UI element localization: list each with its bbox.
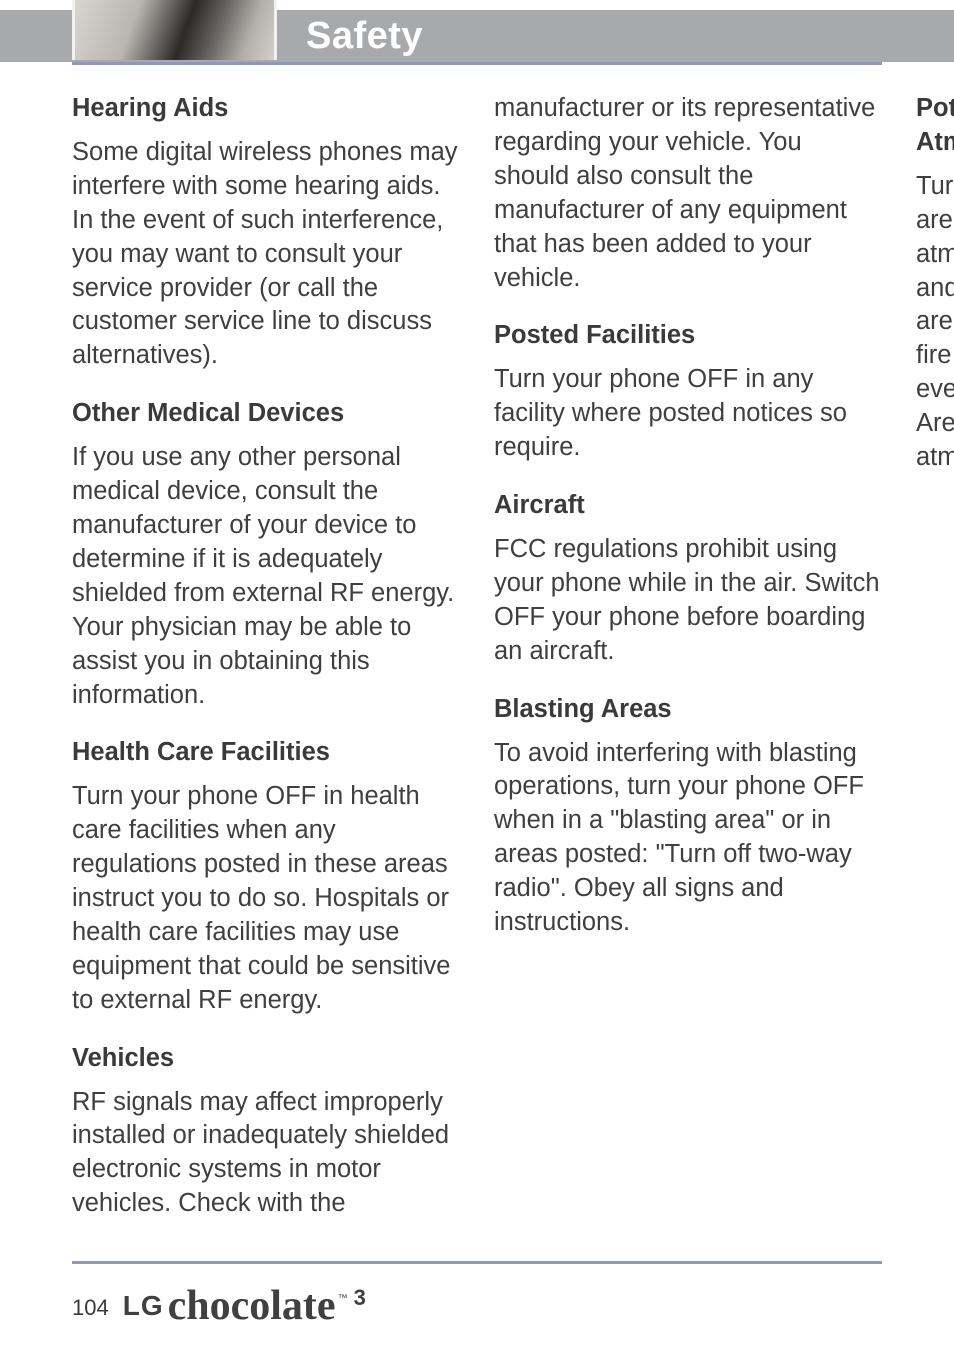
section-posted-facilities: Posted Facilities Turn your phone OFF in… xyxy=(494,319,882,465)
section-heading: Posted Facilities xyxy=(494,319,882,353)
header-title: Safety xyxy=(296,10,423,62)
header-photo xyxy=(72,0,277,60)
section-paragraph: Some digital wireless phones may interfe… xyxy=(72,136,460,373)
section-paragraph: If you use any other personal medical de… xyxy=(72,441,460,712)
section-heading: Vehicles xyxy=(72,1042,460,1076)
section-paragraph: Turn your phone OFF when in any area wit… xyxy=(916,170,954,407)
section-potentially-explosive-atmosphere: Potentially Explosive Atmosphere Turn yo… xyxy=(916,92,954,475)
section-paragraph: Turn your phone OFF in health care facil… xyxy=(72,780,460,1017)
section-other-medical-devices: Other Medical Devices If you use any oth… xyxy=(72,397,460,712)
section-heading: Hearing Aids xyxy=(72,92,460,126)
section-paragraph: FCC regulations prohibit using your phon… xyxy=(494,533,882,669)
section-paragraph: Areas with a potentially explosive atmos… xyxy=(916,407,954,475)
header-underline xyxy=(72,62,882,65)
section-aircraft: Aircraft FCC regulations prohibit using … xyxy=(494,489,882,669)
section-hearing-aids: Hearing Aids Some digital wireless phone… xyxy=(72,92,460,373)
section-health-care-facilities: Health Care Facilities Turn your phone O… xyxy=(72,736,460,1017)
section-paragraph: Turn your phone OFF in any facility wher… xyxy=(494,363,882,465)
section-heading: Other Medical Devices xyxy=(72,397,460,431)
section-paragraph: To avoid interfering with blasting opera… xyxy=(494,737,882,940)
page-footer: 104 LG chocolate ™ 3 xyxy=(72,1261,882,1326)
brand-chocolate-text: chocolate xyxy=(168,1282,336,1330)
page-header: Safety xyxy=(0,0,954,78)
section-heading: Blasting Areas xyxy=(494,693,882,727)
page-number: 104 xyxy=(72,1295,109,1321)
content-columns: Hearing Aids Some digital wireless phone… xyxy=(72,92,882,1252)
section-heading: Aircraft xyxy=(494,489,882,523)
brand-tm-text: ™ xyxy=(338,1293,348,1304)
brand-logo: LG chocolate ™ 3 xyxy=(123,1278,366,1326)
section-heading: Health Care Facilities xyxy=(72,736,460,770)
section-blasting-areas: Blasting Areas To avoid interfering with… xyxy=(494,693,882,940)
brand-lg-text: LG xyxy=(123,1290,164,1322)
section-heading: Potentially Explosive Atmosphere xyxy=(916,92,954,160)
brand-suffix-text: 3 xyxy=(354,1285,366,1311)
